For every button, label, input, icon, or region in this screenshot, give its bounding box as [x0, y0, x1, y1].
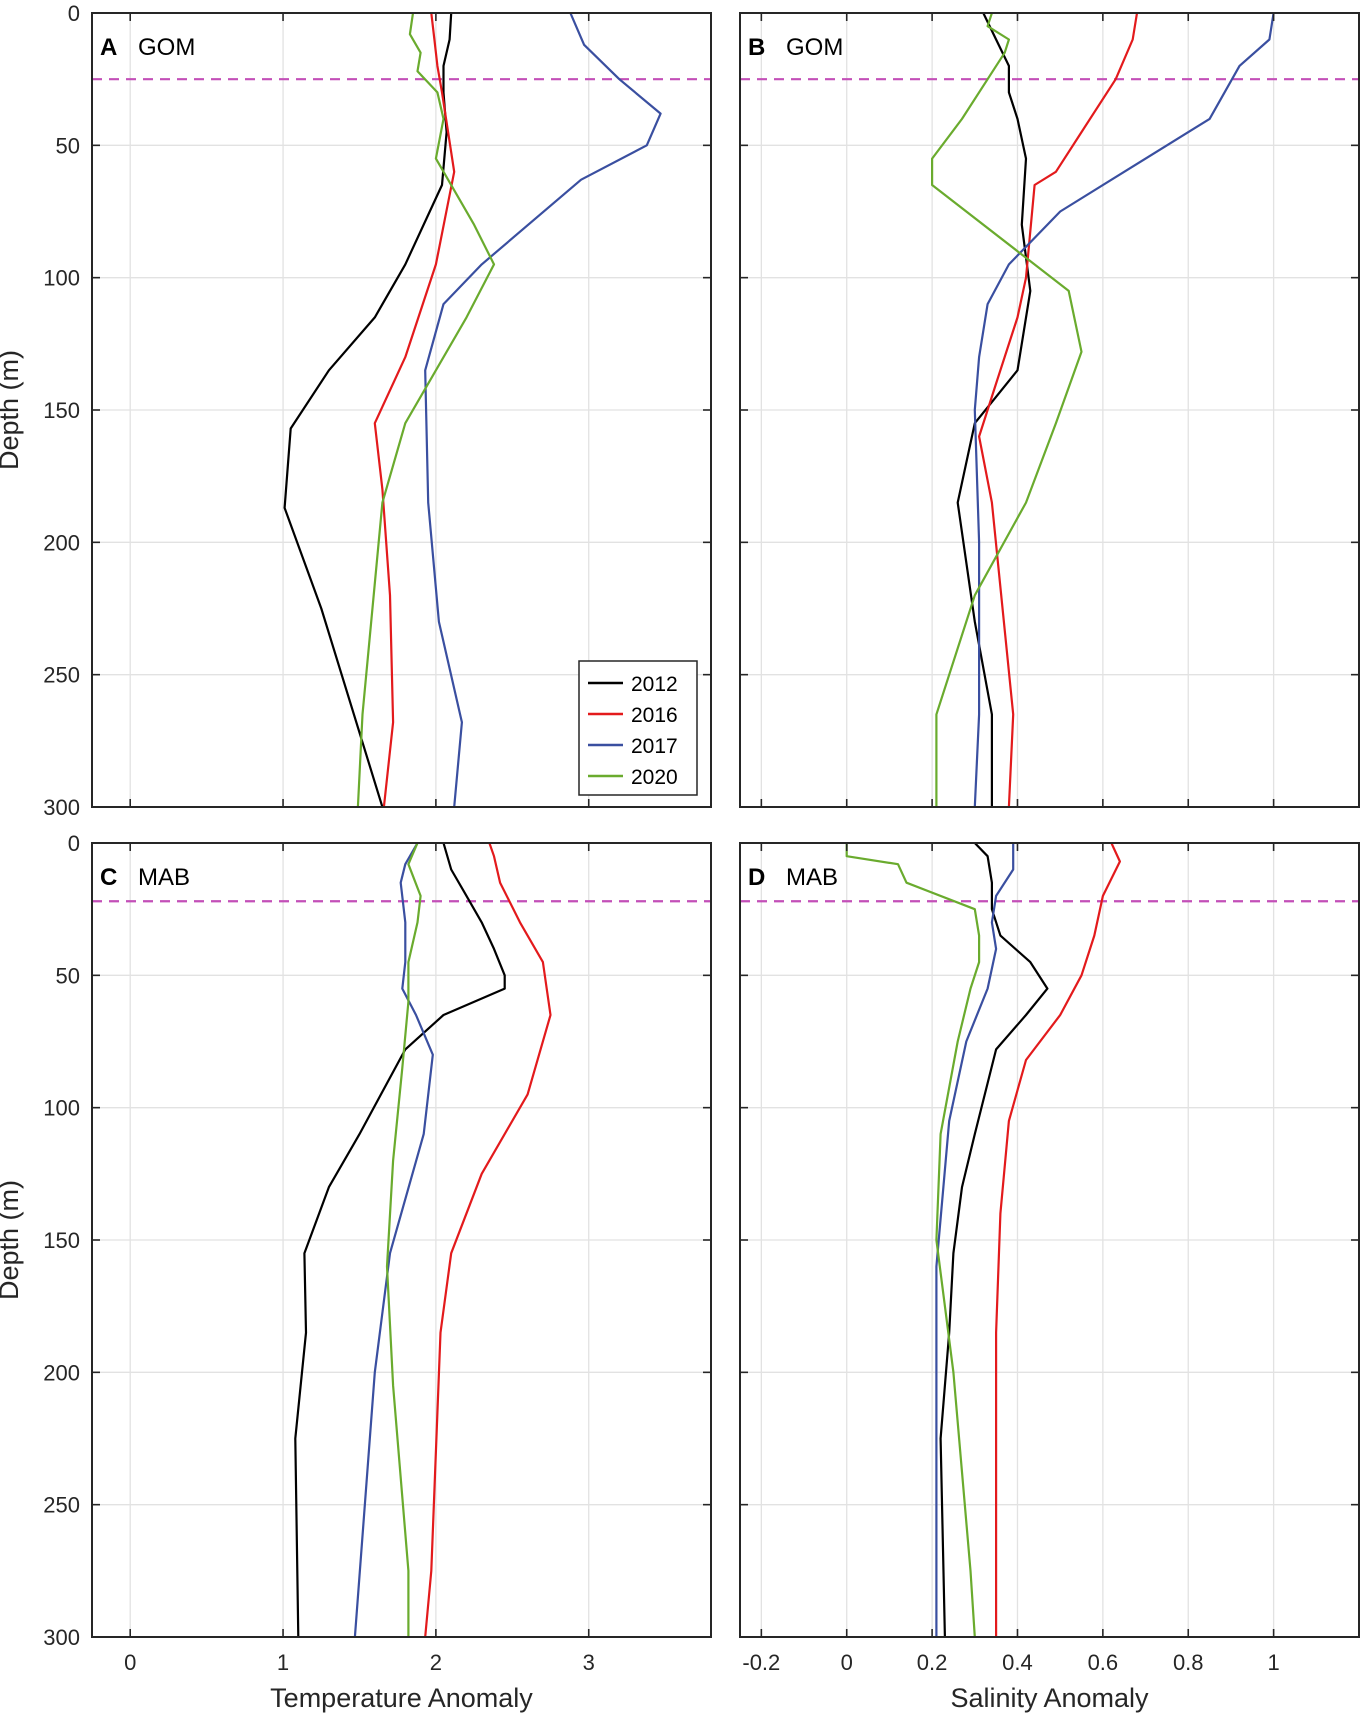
panel-a-series-2016: [373, 13, 456, 807]
panel-b-series-2020: [930, 13, 1083, 807]
panel-a-series-2012: [283, 13, 453, 807]
panel-d-series-2017: [935, 843, 1015, 1637]
panel-a-ytick-label-6: 300: [43, 795, 80, 820]
panel-b-region-label: GOM: [786, 34, 843, 61]
panel-d-xtick-label-5: 0.8: [1173, 1650, 1204, 1675]
panel-d-letter: D: [748, 864, 765, 891]
panel-c-xtick-label-3: 3: [583, 1650, 595, 1675]
panel-c-ytick-label-1: 50: [56, 963, 80, 988]
panel-c-region-label: MAB: [138, 864, 190, 891]
panel-c-ytick-label-5: 250: [43, 1493, 80, 1518]
panel-d-xtick-label-1: 0: [841, 1650, 853, 1675]
panel-c-ytick-label-3: 150: [43, 1228, 80, 1253]
panel-c-ylabel: Depth (m): [0, 1180, 24, 1300]
panel-b-letter: B: [748, 34, 765, 61]
panel-b: B GOM: [739, 12, 1360, 808]
panel-c-ytick-label-0: 0: [68, 831, 80, 856]
panel-a-ytick-label-0: 0: [68, 1, 80, 26]
panel-a-ytick-label-3: 150: [43, 398, 80, 423]
panel-a-series-2020: [356, 13, 496, 807]
panel-c-ytick-label-6: 300: [43, 1625, 80, 1650]
panel-a-ytick-label-1: 50: [56, 133, 80, 158]
panel-b-series-2016: [977, 13, 1139, 807]
legend-label-2020: 2020: [631, 766, 678, 789]
panel-d-xtick-label-6: 1: [1267, 1650, 1279, 1675]
legend-label-2012: 2012: [631, 673, 678, 696]
panel-a-region-label: GOM: [138, 34, 195, 61]
panel-d-series-2016: [994, 843, 1122, 1637]
panel-d-region-label: MAB: [786, 864, 838, 891]
panel-a-ytick-label-2: 100: [43, 266, 80, 291]
panel-a-series-2017: [424, 13, 662, 807]
panel-a-ytick-label-5: 250: [43, 663, 80, 688]
panel-c-series-2020: [385, 843, 422, 1637]
panel-d-series-2020: [845, 843, 981, 1637]
panel-b-series-2017: [973, 13, 1275, 807]
panel-d-xtick-label-4: 0.6: [1088, 1650, 1119, 1675]
panel-c: 0 50 100 150 200 250 300 0 1 2 3 Depth (m) Temperatu…: [0, 831, 712, 1713]
panel-c-series-2012: [294, 843, 506, 1637]
panel-a-letter: A: [100, 34, 117, 61]
panel-c-ytick-label-2: 100: [43, 1096, 80, 1121]
panel-a-ytick-label-4: 200: [43, 530, 80, 555]
panel-d-xtick-label-0: -0.2: [742, 1650, 780, 1675]
panel-a-ylabel: Depth (m): [0, 350, 24, 470]
legend: 2012 2016 2017 2020: [578, 660, 698, 796]
legend-label-2017: 2017: [631, 735, 678, 758]
panel-d-series-2012: [939, 843, 1049, 1637]
panel-d-xlabel: Salinity Anomaly: [950, 1683, 1149, 1713]
panel-c-xlabel: Temperature Anomaly: [270, 1683, 533, 1713]
panel-c-xtick-label-2: 2: [430, 1650, 442, 1675]
panel-d-xtick-label-3: 0.4: [1002, 1650, 1033, 1675]
panel-c-xtick-label-0: 0: [124, 1650, 136, 1675]
panel-c-ytick-label-4: 200: [43, 1360, 80, 1385]
panel-c-xtick-label-1: 1: [277, 1650, 289, 1675]
panel-c-letter: C: [100, 864, 117, 891]
panel-d: -0.2 0 0.2 0.4 0.6 0.8 1 Salinity Anomaly D MAB: [739, 842, 1360, 1713]
legend-label-2016: 2016: [631, 704, 678, 727]
panel-d-xtick-label-2: 0.2: [917, 1650, 948, 1675]
panel-c-series-2016: [424, 843, 552, 1637]
